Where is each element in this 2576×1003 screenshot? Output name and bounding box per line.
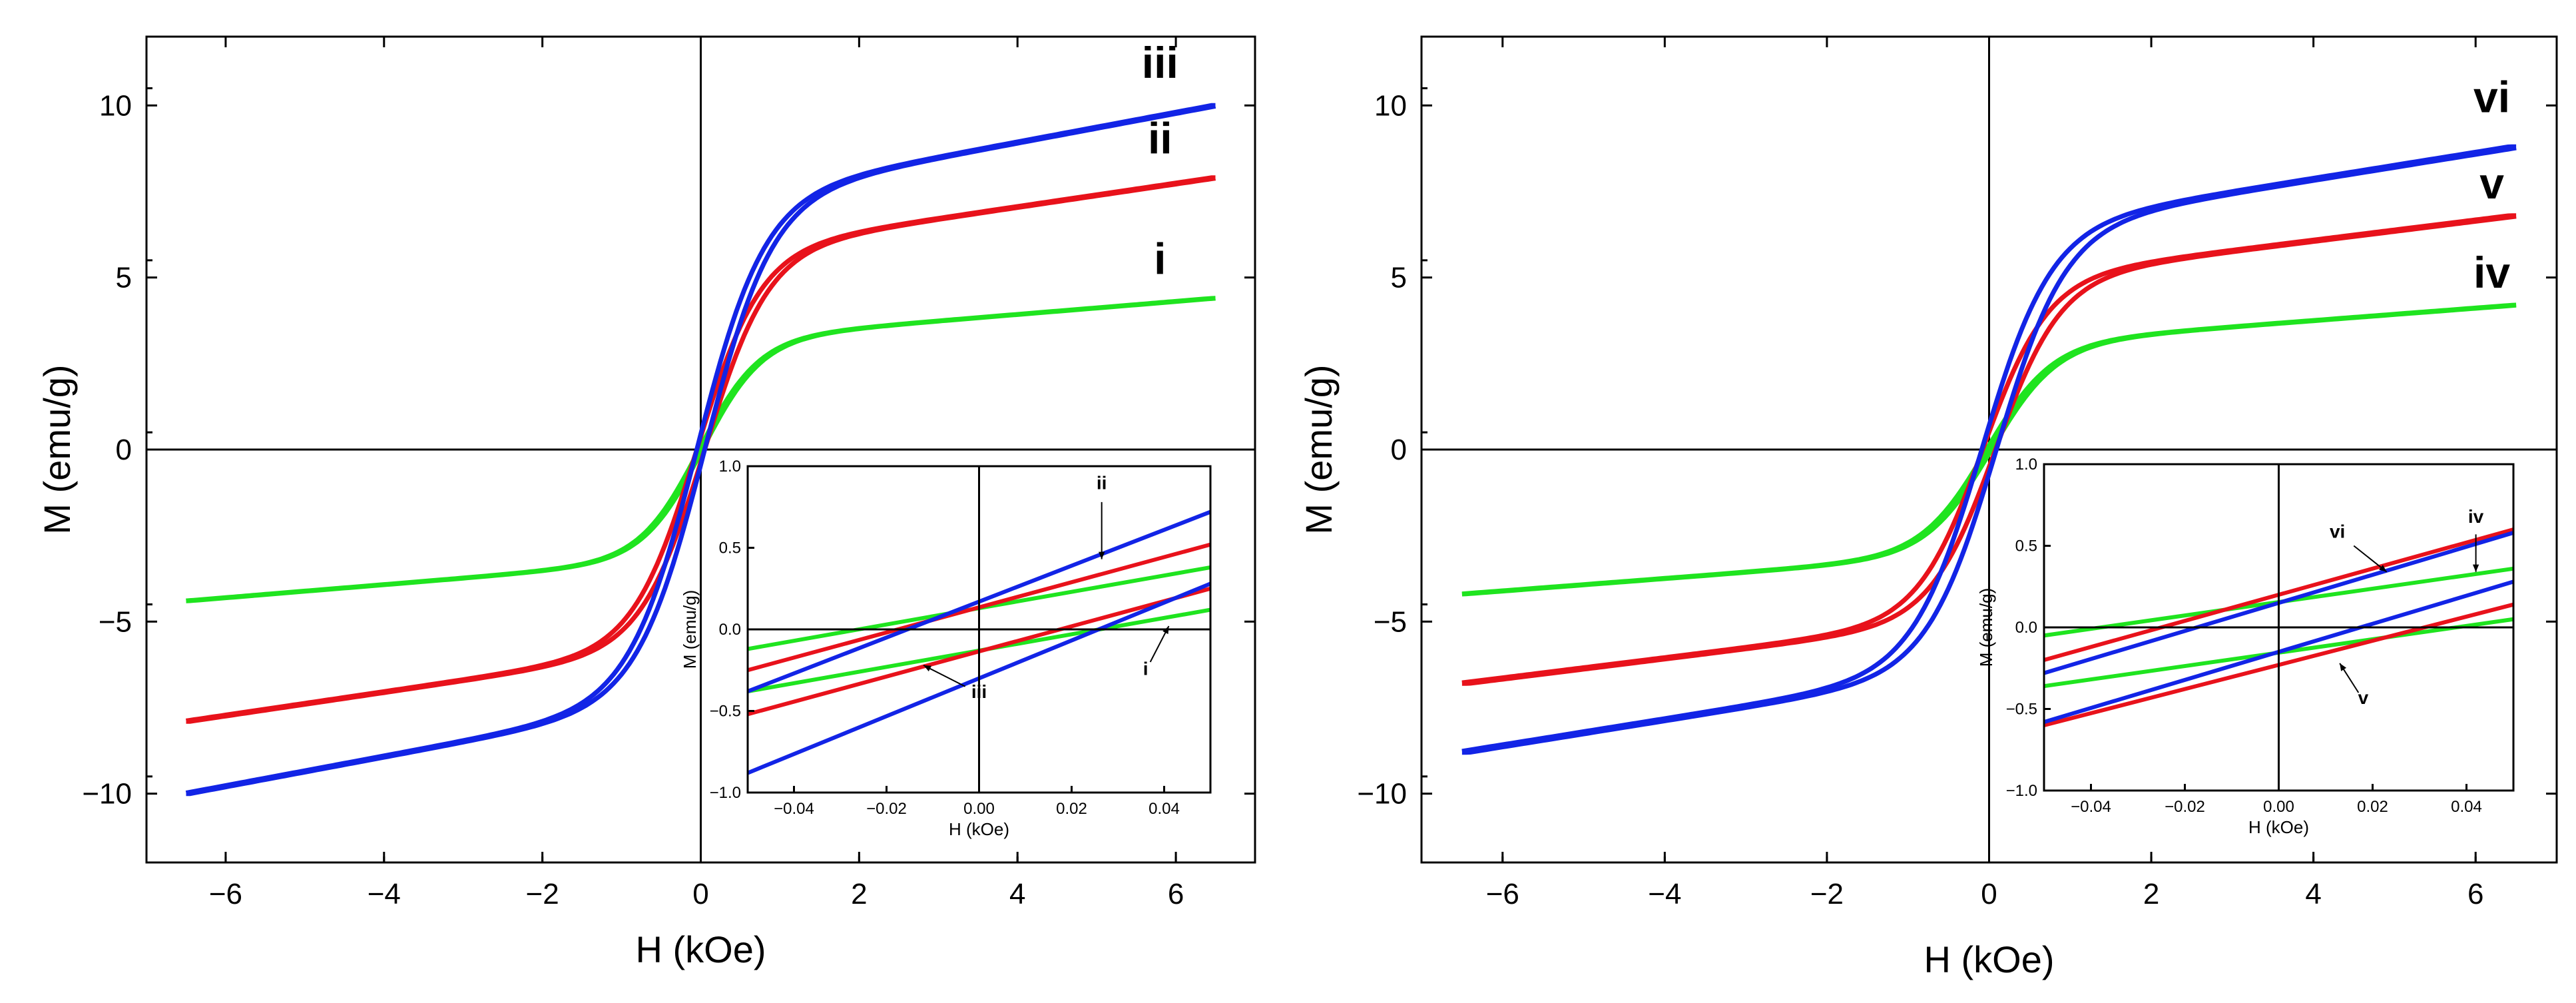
inset-x-axis-title: H (kOe) [2248,817,2309,837]
y-tick-label: 0 [116,434,132,466]
inset-curve-label: iv [2468,506,2484,527]
x-tick-label: 2 [2143,878,2159,910]
inset-x-tick-label: 0.00 [2263,798,2294,816]
x-tick-label: 6 [1168,878,1184,910]
inset-y-axis-title: M (emu/g) [1976,588,1996,667]
y-tick-label: −5 [99,605,132,638]
y-axis-title: M (emu/g) [1298,364,1340,534]
x-tick-label: −6 [1486,878,1519,910]
inset-curve-label: vi [2330,521,2345,541]
inset-y-tick-label: −1.0 [710,784,741,802]
x-tick-label: 0 [692,878,708,910]
y-tick-label: 5 [116,262,132,294]
inset-y-tick-label: 0.5 [2015,537,2037,555]
x-tick-label: 0 [1981,878,1997,910]
inset-x-tick-label: 0.00 [963,800,995,818]
x-tick-label: 4 [2305,878,2321,910]
inset-plot: −0.04 −0.02 0.00 0.02 0.04 −1.0 −0.5 0.0 0.5 1.0 H… [1976,456,2515,837]
y-tick-label: 5 [1391,262,1407,294]
y-tick-label: 10 [1374,89,1407,122]
curve-iv-lower [1461,302,2517,597]
inset-arrow-head [2379,565,2387,572]
curve-iii-lower [186,103,1216,797]
inset-y-tick-label: 0.0 [2015,619,2037,637]
inset-x-tick-label: 0.04 [2451,798,2482,816]
inset-x-tick-label: −0.02 [2165,798,2205,816]
inset-y-tick-label: −0.5 [710,703,741,721]
curve-label: iii [1142,38,1178,87]
y-tick-label: −10 [82,778,132,811]
x-tick-label: −4 [1648,878,1681,910]
inset-y-tick-label: −0.5 [2006,701,2037,719]
inset-y-tick-label: 1.0 [719,458,741,476]
curve-label: iv [2473,248,2510,297]
inset-arrow-head [1162,626,1169,635]
inset-curve-label: i [1143,659,1149,679]
x-axis-title: H (kOe) [636,928,766,970]
y-tick-label: 10 [99,89,132,122]
inset-y-tick-label: 1.0 [2015,456,2037,474]
inset-y-axis-title: M (emu/g) [680,590,700,669]
x-tick-label: −2 [526,878,559,910]
curve-label: ii [1148,114,1172,163]
inset-arrow-head [1099,551,1105,559]
x-tick-label: −6 [209,878,242,910]
y-tick-label: 0 [1391,434,1407,466]
y-axis-title: M (emu/g) [36,364,78,534]
inset-curve-label: ii [1097,472,1107,493]
curve-vi-lower [1461,145,2517,755]
inset-x-tick-label: −0.04 [774,800,814,818]
inset-y-tick-label: −1.0 [2006,782,2037,800]
inset-arrow-head [923,665,932,672]
inset-arrow-head [2472,564,2479,572]
inset-curve-label: iii [971,681,987,702]
inset-curve-label: v [2358,687,2369,708]
inset-x-tick-label: 0.02 [1056,800,1087,818]
curve-label: v [2479,159,2504,208]
inset-annotation-arrow [923,665,966,687]
x-axis-title: H (kOe) [1924,938,2055,980]
x-tick-label: −2 [1810,878,1844,910]
x-tick-label: 2 [851,878,867,910]
inset-x-tick-label: 0.02 [2357,798,2388,816]
inset-x-tick-label: −0.02 [866,800,907,818]
y-tick-label: −5 [1374,605,1407,638]
inset-y-tick-label: 0.0 [719,621,741,639]
curve-label: i [1154,234,1166,284]
x-tick-label: −4 [368,878,401,910]
curve-label: vi [2473,73,2510,122]
x-tick-label: 6 [2467,878,2483,910]
y-tick-label: −10 [1357,778,1407,811]
x-tick-label: 4 [1009,878,1025,910]
inset-x-tick-label: −0.04 [2071,798,2111,816]
inset-x-axis-title: H (kOe) [949,819,1009,839]
curve-i-lower [186,296,1216,603]
inset-y-tick-label: 0.5 [719,539,741,557]
inset-plot: −0.04 −0.02 0.00 0.02 0.04 −1.0 −0.5 0.0 0.5 1.0 H… [680,458,1212,839]
inset-x-tick-label: 0.04 [1149,800,1180,818]
inset-arrow-head [2340,663,2347,671]
